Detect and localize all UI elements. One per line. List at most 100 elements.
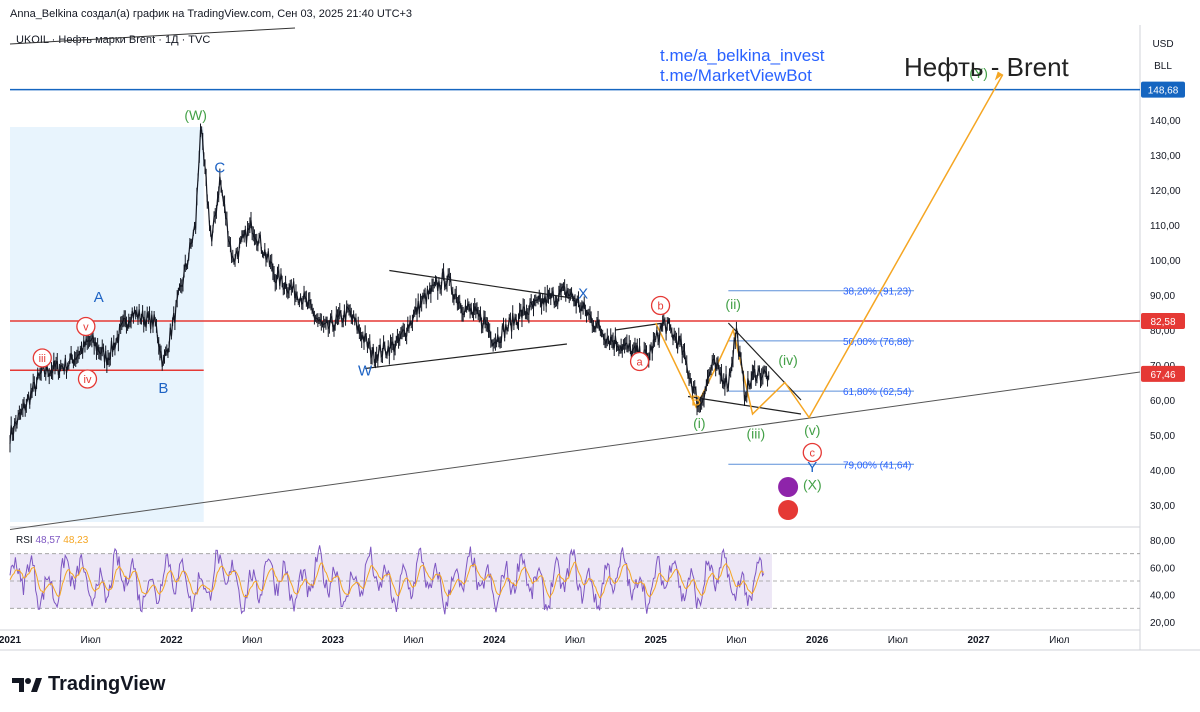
price-badge-bg (1141, 312, 1185, 329)
time-tick-label: Июл (1049, 635, 1069, 646)
wave-label: (W) (184, 107, 207, 123)
wave-circle-text: c (810, 448, 816, 460)
wave-label: (X) (803, 476, 822, 492)
price-tick-label: 120,00 (1150, 186, 1181, 197)
price-badge-bg (1141, 81, 1185, 98)
wave-circle (802, 442, 822, 463)
time-tick-label: Июл (726, 635, 746, 646)
unit-label: BLL (1154, 61, 1172, 72)
wave-label: Y (807, 459, 817, 476)
fib-level-label: 79,00% (41,64) (843, 460, 911, 471)
time-tick-label: Июл (565, 635, 585, 646)
wave-circle-text: v (83, 322, 89, 334)
price-badge-text: 148,68 (1148, 86, 1179, 97)
rsi-tick-label: 80,00 (1150, 536, 1175, 547)
price-tick-label: 140,00 (1150, 116, 1181, 127)
wave-label: C (214, 160, 225, 177)
rsi-ma-line (9, 561, 764, 599)
time-tick-label: 2026 (806, 635, 829, 646)
time-tick-label: 2022 (160, 635, 183, 646)
tradingview-icon (12, 677, 42, 692)
price-badge-text: 82,58 (1150, 317, 1175, 328)
price-badge[interactable]: 82,58 (1141, 312, 1185, 329)
channel-line (365, 343, 568, 370)
price-tick-label: 130,00 (1150, 151, 1181, 162)
wave-label: (i) (693, 415, 705, 431)
author-header: Anna_Belkina создал(а) график на Trading… (10, 8, 413, 20)
wave-circled-label: iv (77, 369, 98, 389)
wave-circle-text: b (657, 301, 663, 313)
time-tick-label: 2023 (322, 635, 345, 646)
currency-selector[interactable]: USD BLL (1146, 34, 1180, 78)
wave-circled-label: a (629, 351, 650, 372)
wave-circle (650, 295, 671, 316)
wave-label: (Y) (969, 65, 988, 81)
price-badge-text: 67,46 (1150, 370, 1175, 381)
telegram-handle-2: t.me/MarketViewBot (660, 66, 812, 85)
drawing-line (9, 27, 296, 45)
price-tick-label: 30,00 (1150, 501, 1175, 512)
wave-circle-text: a (637, 357, 644, 369)
event-icon (778, 477, 799, 497)
rsi-legend-label: RSI (16, 535, 35, 546)
rsi-tick-label: 40,00 (1150, 591, 1175, 602)
wave-label: X (578, 286, 588, 303)
time-tick-label: 2027 (967, 635, 990, 646)
time-tick-label: 2025 (645, 635, 668, 646)
time-tick-label: 2024 (483, 635, 506, 646)
fib-level-label: 38,20% (91,23) (843, 287, 911, 298)
wave-label: A (94, 289, 104, 306)
price-badge[interactable]: 67,46 (1141, 365, 1185, 382)
price-tick-label: 50,00 (1150, 431, 1175, 442)
wave-circle (77, 369, 98, 389)
wave-circled-label: c (802, 442, 822, 463)
wave-label: B (158, 380, 168, 397)
wave-circle-text: iv (84, 374, 92, 386)
chart-title: Нефть - Brent (904, 52, 1069, 82)
time-tick-label: Июл (81, 635, 101, 646)
highlight-zone (10, 127, 204, 522)
wave-label: B (691, 392, 701, 409)
flag-event-icon (778, 500, 799, 520)
price-badge[interactable]: 148,68 (1141, 81, 1185, 98)
price-tick-label: 80,00 (1150, 326, 1175, 337)
price-badge-bg (1141, 365, 1185, 382)
wave-label: (iv) (778, 352, 797, 368)
projection-path (655, 74, 1004, 419)
price-tick-label: 90,00 (1150, 291, 1175, 302)
symbol-title[interactable]: UKOIL · Нефть марки Brent · 1Д · TVC (16, 34, 211, 46)
trend-line (9, 371, 1141, 530)
price-tick-label: 40,00 (1150, 466, 1175, 477)
wave-circled-label: iii (32, 348, 52, 368)
projection-arrow (994, 71, 1003, 81)
fib-level-label: 50,00% (76,88) (843, 337, 911, 348)
currency-label: USD (1152, 39, 1174, 50)
time-tick-label: Июл (888, 635, 908, 646)
wave-label: (iii) (746, 426, 765, 442)
time-tick-label: Июл (403, 635, 423, 646)
rsi-legend-ma: 48,23 (63, 535, 88, 546)
wave-circle-text: iii (39, 353, 46, 365)
wave-circle (629, 351, 650, 372)
wave-circled-label: b (650, 295, 671, 316)
time-tick-label: Июл (242, 635, 262, 646)
time-tick-label: 2021 (0, 635, 22, 646)
rsi-legend: RSI 48,57 48,23 (16, 535, 89, 546)
wave-label: (ii) (725, 296, 741, 312)
wave-circle (76, 316, 96, 337)
wave-circled-label: v (76, 316, 96, 337)
rsi-tick-label: 60,00 (1150, 563, 1175, 574)
wave-circle (32, 348, 52, 368)
telegram-handle-1: t.me/a_belkina_invest (660, 46, 825, 65)
price-tick-label: 60,00 (1150, 396, 1175, 407)
rsi-legend-value: 48,57 (35, 535, 63, 546)
price-tick-label: 110,00 (1150, 221, 1180, 232)
rsi-tick-label: 20,00 (1150, 618, 1175, 629)
wave-label: (v) (804, 422, 820, 438)
wave-label: W (358, 363, 373, 380)
channel-line (389, 269, 576, 300)
price-tick-label: 100,00 (1150, 256, 1181, 267)
tradingview-logo: TradingView (12, 673, 165, 696)
